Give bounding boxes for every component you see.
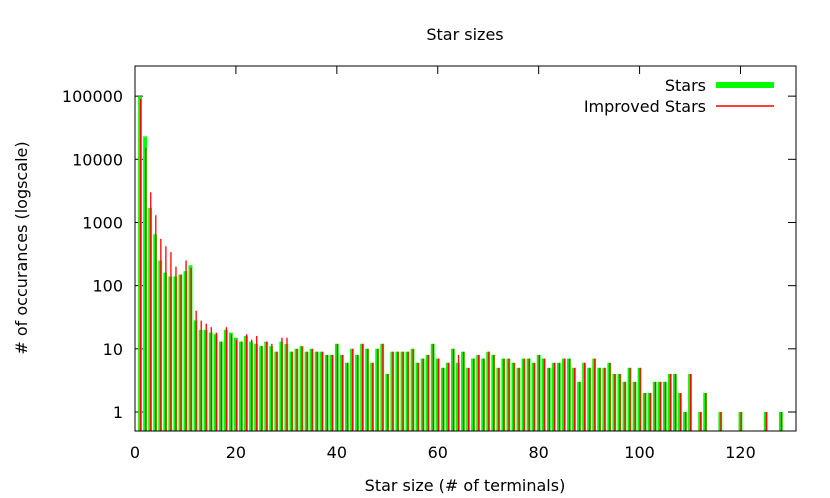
x-tick-label: 0	[130, 443, 140, 462]
y-tick-label: 10000	[72, 150, 123, 169]
x-tick-label: 100	[624, 443, 655, 462]
y-axis-label: # of occurances (logscale)	[12, 141, 31, 354]
x-tick-label: 60	[428, 443, 448, 462]
y-grid-ticks: 1 10 100 1000 10000 100000	[62, 87, 796, 422]
chart-title: Star sizes	[426, 25, 503, 44]
x-tick-label: 20	[226, 443, 246, 462]
y-tick-label: 100	[92, 277, 123, 296]
y-tick-label: 1000	[82, 213, 123, 232]
legend-label-improved-stars: Improved Stars	[584, 97, 706, 116]
y-tick-label: 10	[103, 340, 123, 359]
x-tick-label: 120	[725, 443, 756, 462]
x-axis-label: Star size (# of terminals)	[365, 476, 566, 495]
bars	[138, 96, 783, 431]
y-tick-label: 100000	[62, 87, 123, 106]
legend: Stars Improved Stars	[584, 76, 774, 116]
legend-label-stars: Stars	[665, 76, 706, 95]
y-tick-label: 1	[113, 403, 123, 422]
plot-frame	[134, 65, 797, 432]
x-tick-label: 80	[528, 443, 548, 462]
x-tick-label: 40	[327, 443, 347, 462]
x-grid-ticks: 0 20 40 60 80 100 120	[130, 66, 756, 462]
